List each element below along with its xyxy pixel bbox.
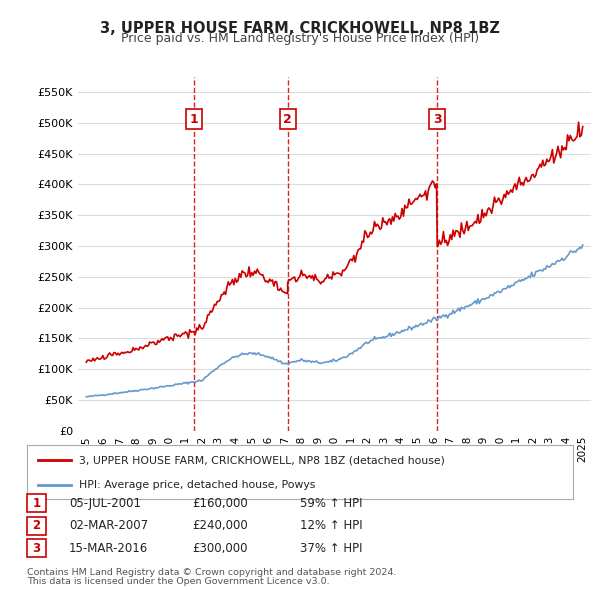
Text: £300,000: £300,000 [192, 542, 248, 555]
Text: 3: 3 [32, 542, 41, 555]
Text: 59% ↑ HPI: 59% ↑ HPI [300, 497, 362, 510]
Text: 37% ↑ HPI: 37% ↑ HPI [300, 542, 362, 555]
Text: Price paid vs. HM Land Registry's House Price Index (HPI): Price paid vs. HM Land Registry's House … [121, 32, 479, 45]
Text: 12% ↑ HPI: 12% ↑ HPI [300, 519, 362, 532]
Text: 2: 2 [32, 519, 41, 532]
Text: 3: 3 [433, 113, 442, 126]
Text: £240,000: £240,000 [192, 519, 248, 532]
Text: This data is licensed under the Open Government Licence v3.0.: This data is licensed under the Open Gov… [27, 578, 329, 586]
Text: 3, UPPER HOUSE FARM, CRICKHOWELL, NP8 1BZ (detached house): 3, UPPER HOUSE FARM, CRICKHOWELL, NP8 1B… [79, 455, 445, 466]
Text: Contains HM Land Registry data © Crown copyright and database right 2024.: Contains HM Land Registry data © Crown c… [27, 568, 397, 577]
Text: 2: 2 [283, 113, 292, 126]
Text: 15-MAR-2016: 15-MAR-2016 [69, 542, 148, 555]
Text: 05-JUL-2001: 05-JUL-2001 [69, 497, 141, 510]
Text: 1: 1 [190, 113, 199, 126]
Text: 3, UPPER HOUSE FARM, CRICKHOWELL, NP8 1BZ: 3, UPPER HOUSE FARM, CRICKHOWELL, NP8 1B… [100, 21, 500, 35]
Text: HPI: Average price, detached house, Powys: HPI: Average price, detached house, Powy… [79, 480, 315, 490]
Text: 1: 1 [32, 497, 41, 510]
Text: £160,000: £160,000 [192, 497, 248, 510]
Text: 02-MAR-2007: 02-MAR-2007 [69, 519, 148, 532]
